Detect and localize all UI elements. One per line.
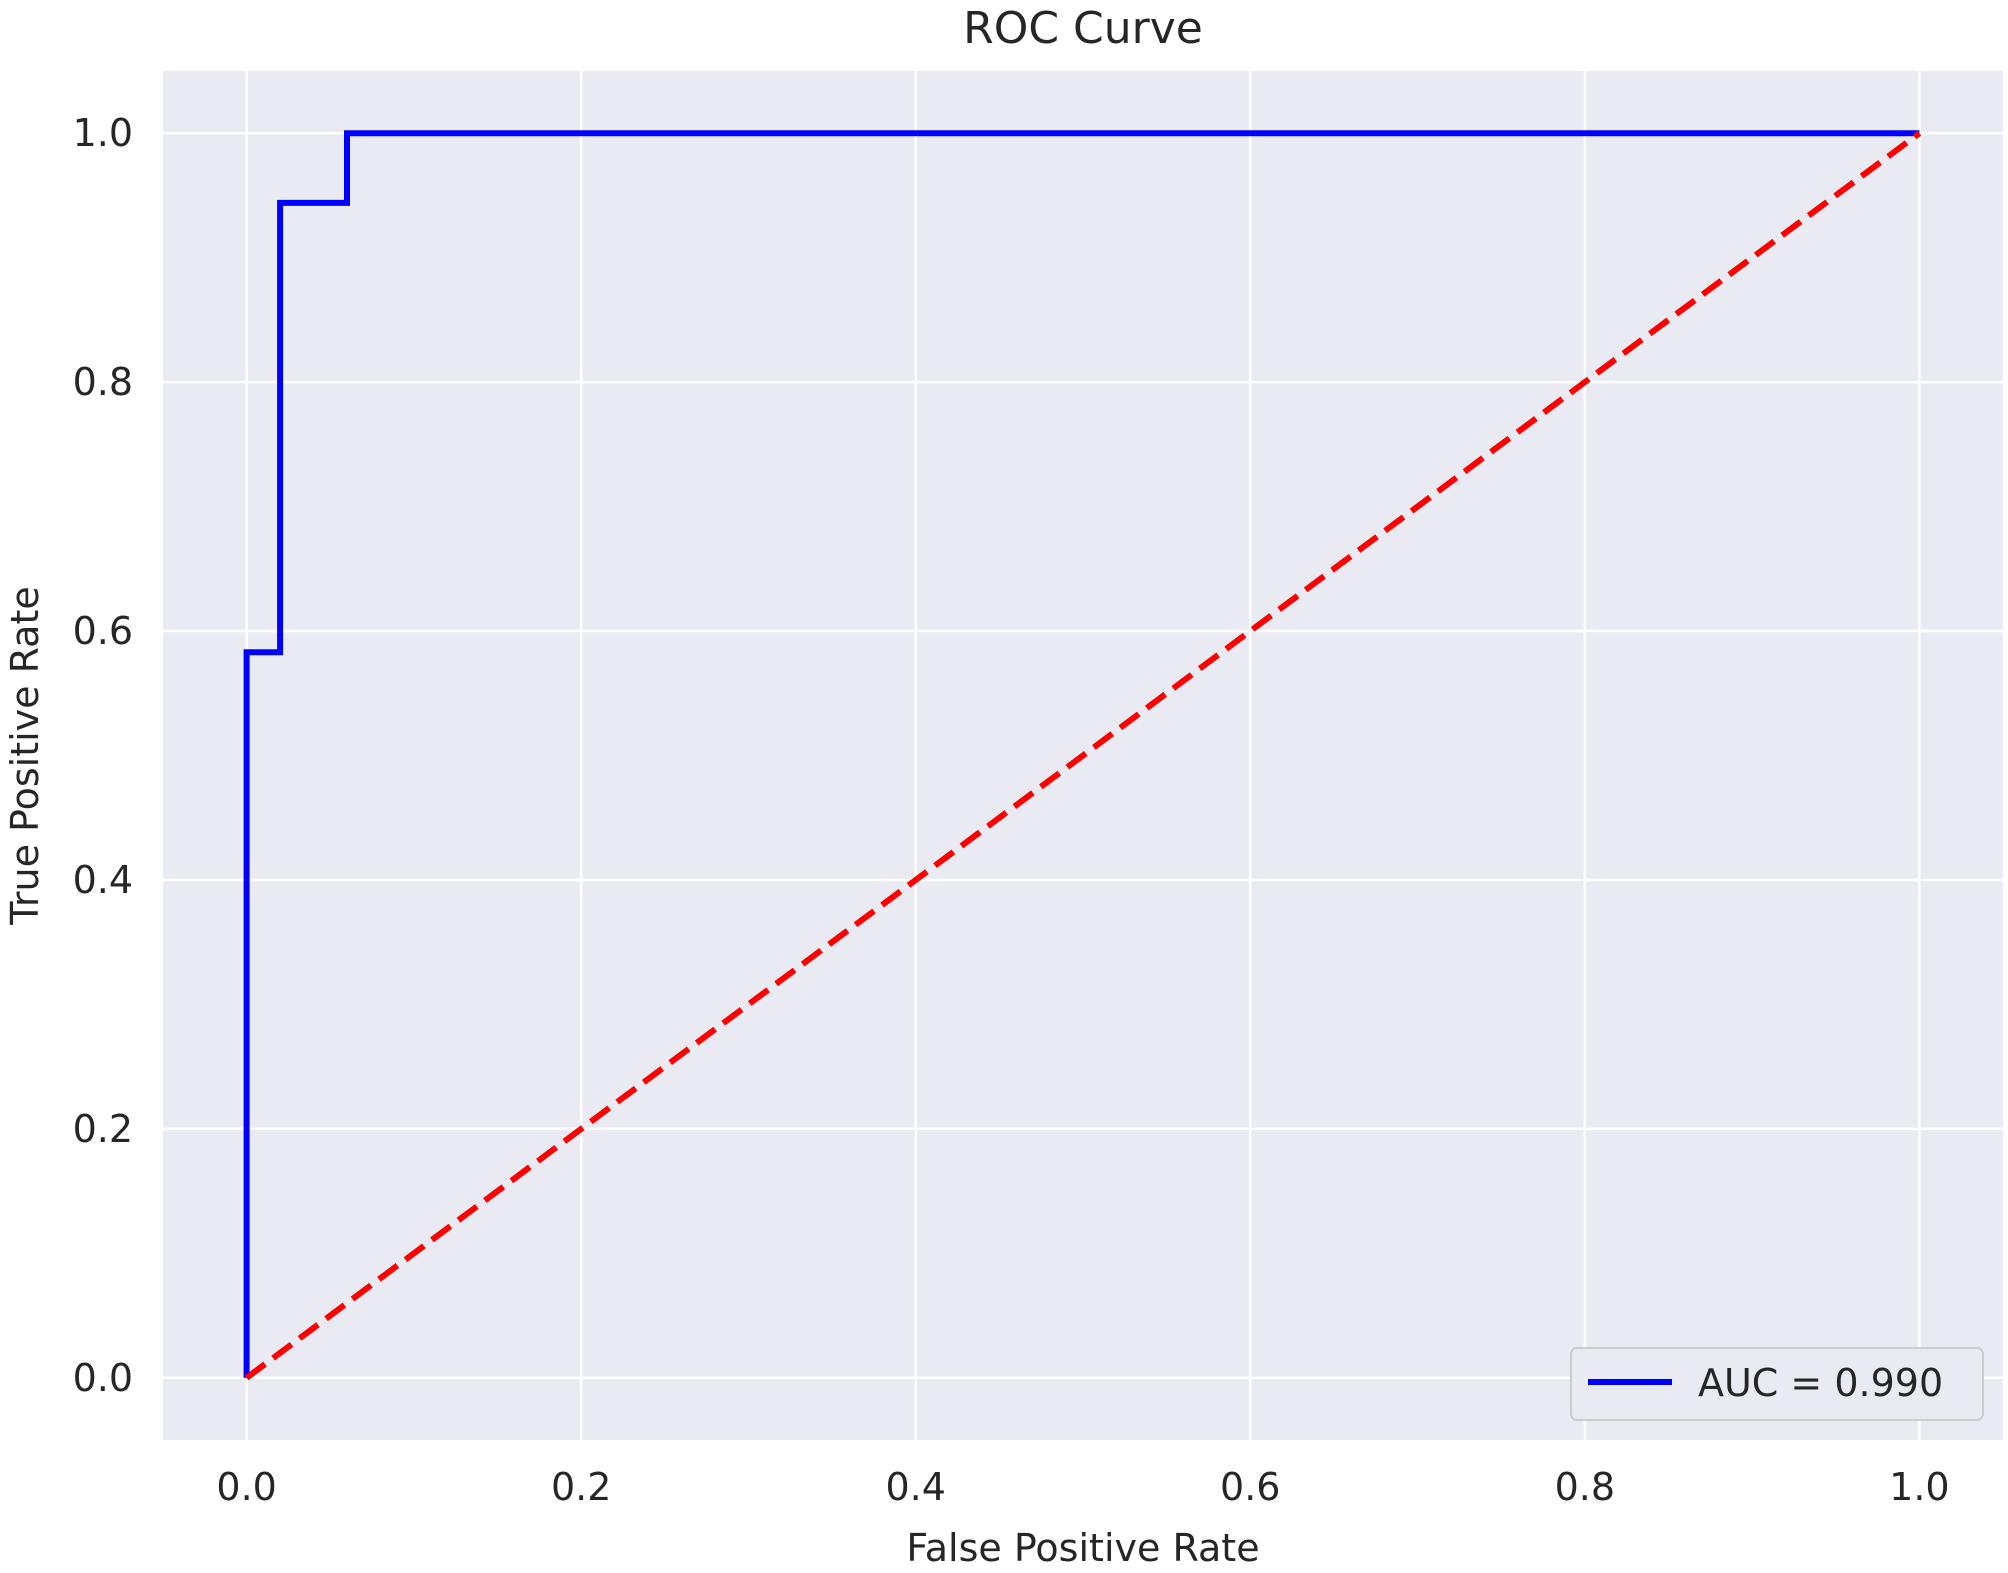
legend: AUC = 0.990	[1570, 1347, 1984, 1421]
x-tick-label: 0.2	[551, 1465, 611, 1509]
y-tick-label: 0.8	[73, 360, 133, 404]
grid-lines	[163, 71, 2003, 1440]
y-tick-label: 0.0	[73, 1356, 133, 1400]
x-tick-label: 0.4	[886, 1465, 946, 1509]
x-axis-label: False Positive Rate	[906, 1526, 1259, 1569]
chart-title: ROC Curve	[963, 3, 1203, 54]
tick-labels: 0.0 0.2 0.4 0.6 0.8 1.0 0.0 0.2 0.4 0.6 0.8 1.0	[73, 111, 1950, 1509]
series-layer	[243, 130, 1922, 1381]
x-tick-label: 0.6	[1220, 1465, 1280, 1509]
diagonal-reference-line	[244, 130, 1922, 1381]
y-tick-label: 0.6	[73, 609, 133, 653]
y-tick-label: 0.4	[73, 858, 133, 902]
x-tick-label: 0.8	[1555, 1465, 1615, 1509]
roc-curve-line	[243, 130, 1920, 1378]
y-axis-label: True Positive Rate	[3, 586, 47, 926]
legend-label-auc: AUC = 0.990	[1698, 1361, 1943, 1405]
y-tick-label: 0.2	[73, 1107, 133, 1151]
y-tick-label: 1.0	[73, 111, 133, 155]
x-tick-label: 1.0	[1889, 1465, 1949, 1509]
legend-box	[1570, 1347, 1984, 1421]
x-tick-label: 0.0	[216, 1465, 276, 1509]
